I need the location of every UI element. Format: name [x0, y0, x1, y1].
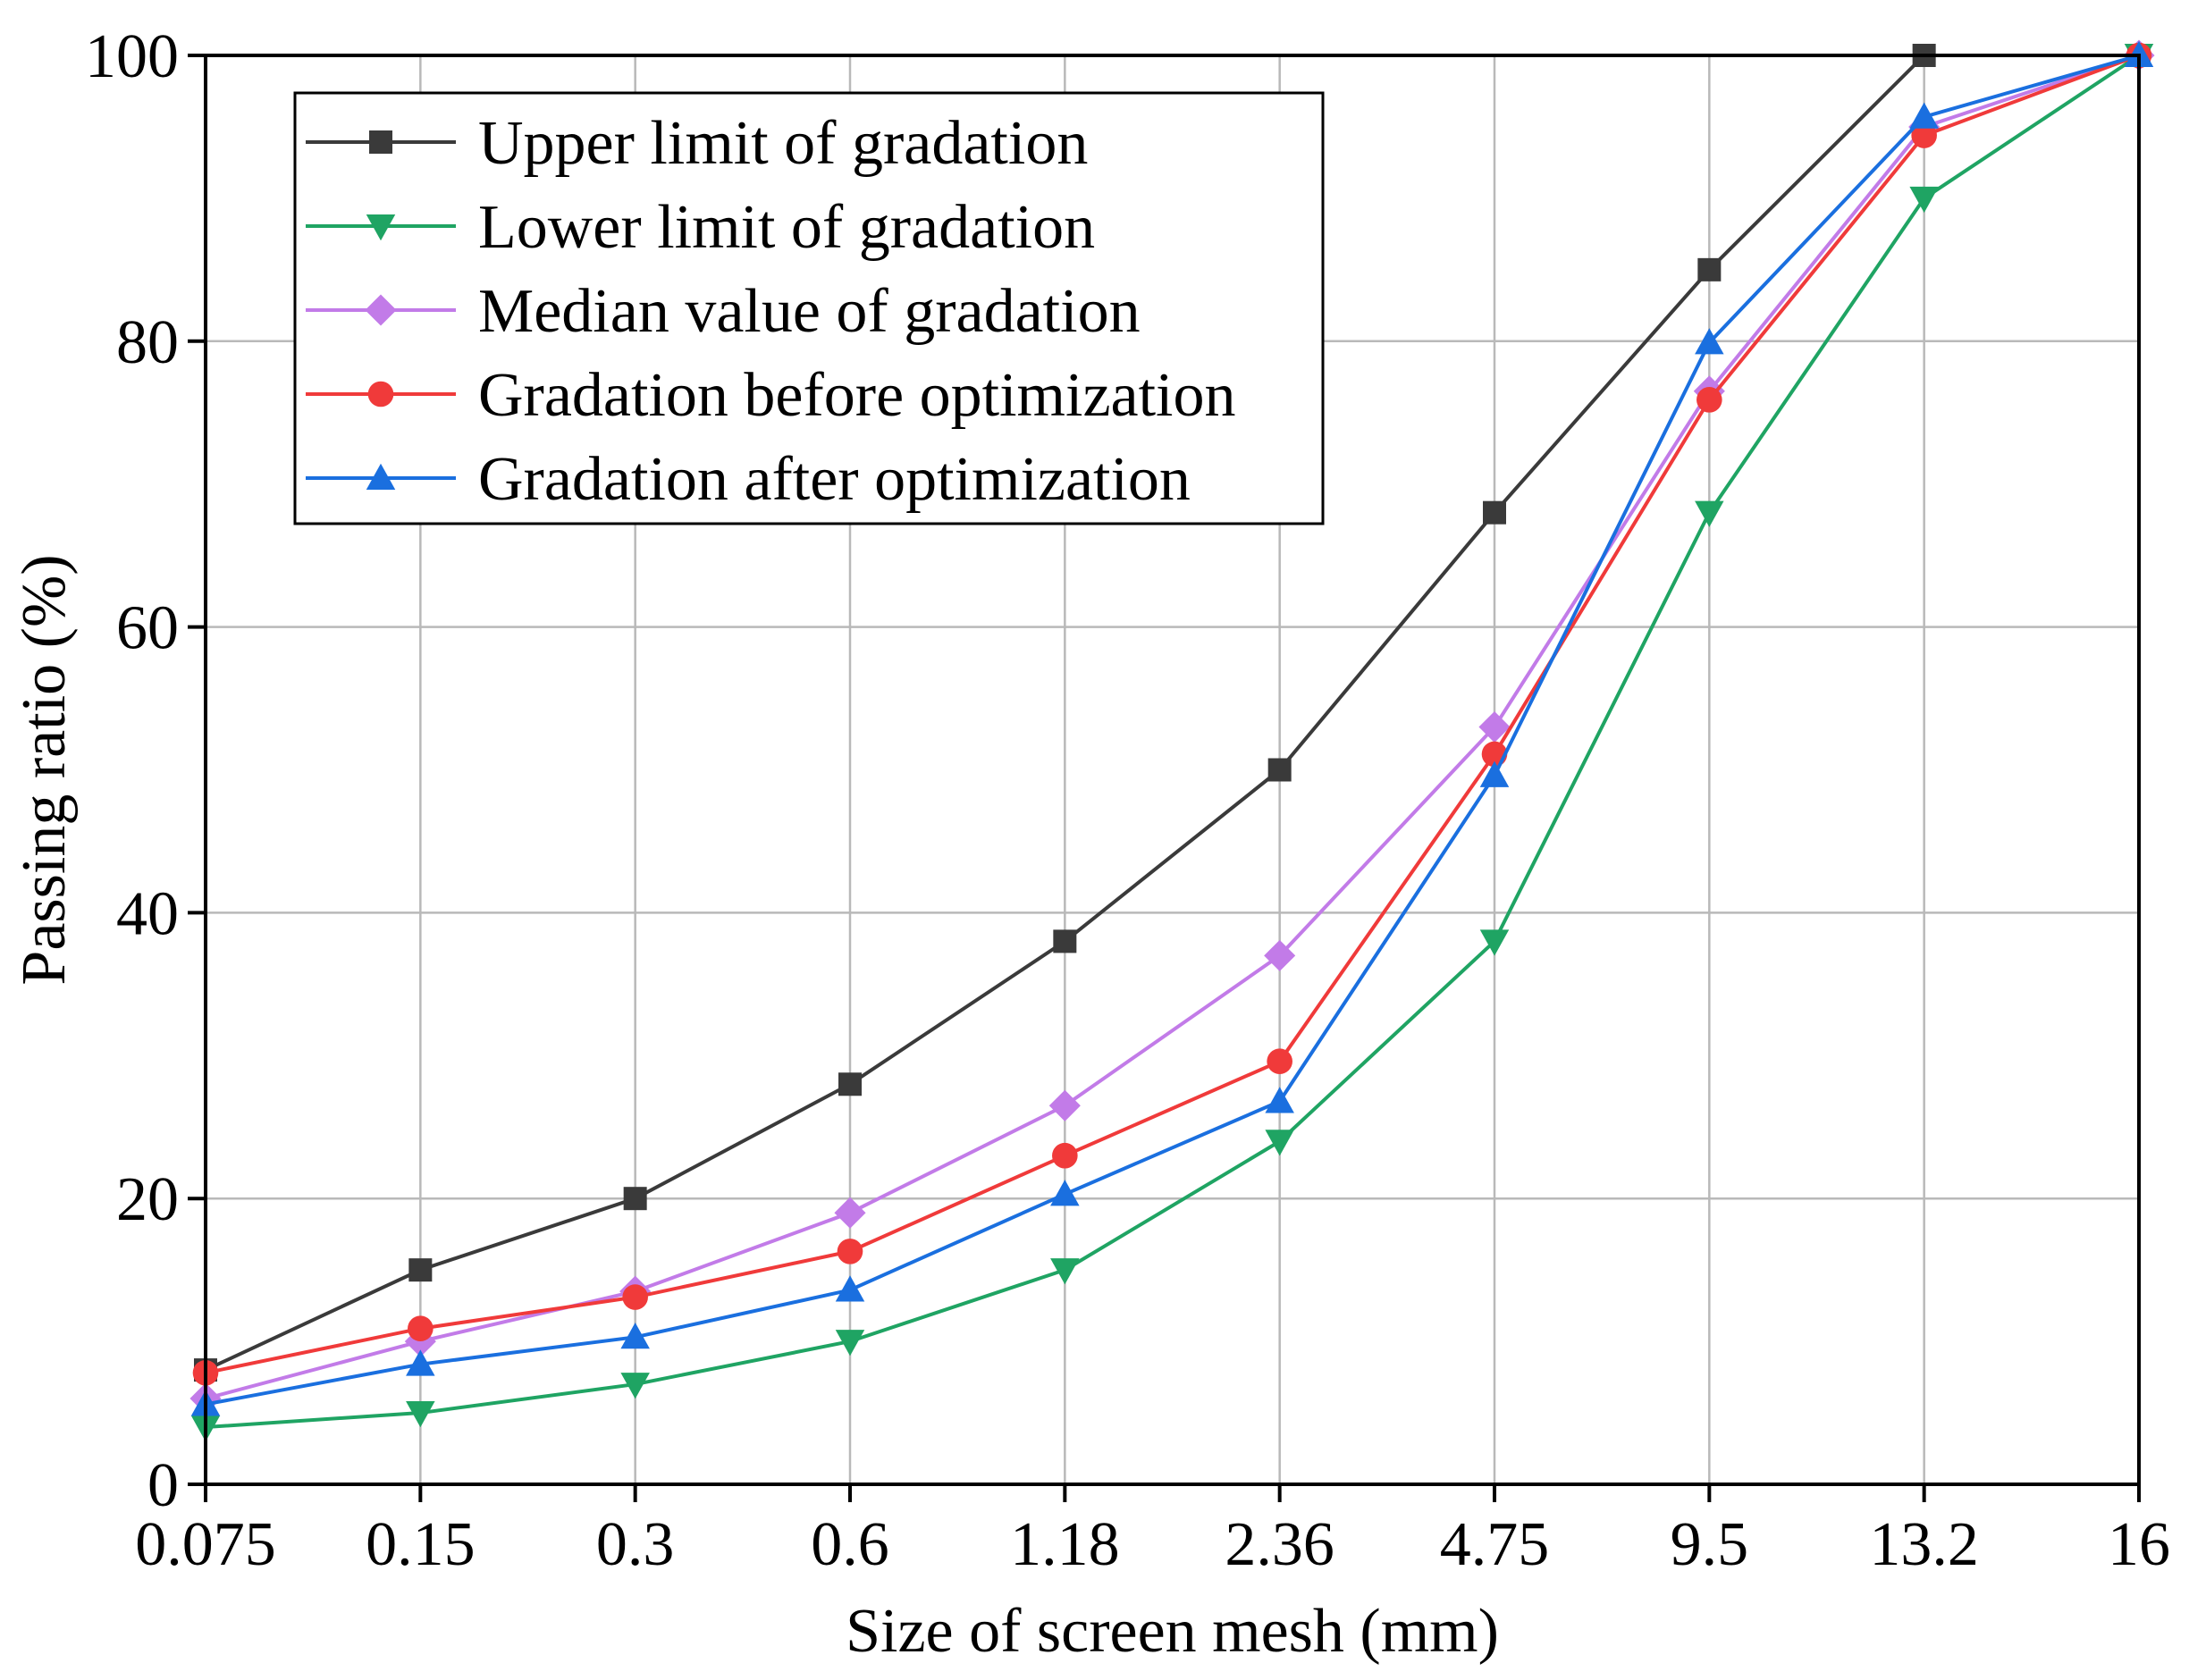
legend-label: Lower limit of gradation [478, 193, 1095, 262]
legend-entry: Gradation after optimization [306, 445, 1191, 514]
axis-ticks: 0.075 0.15 0.3 0.6 1.18 2.36 4.75 9.5 13.2 16 0 20 4… [85, 22, 2170, 1579]
x-tick-label: 0.6 [811, 1510, 889, 1579]
y-tick-label: 20 [116, 1165, 179, 1234]
series-line [205, 54, 2140, 1407]
series-line [205, 54, 2140, 1375]
data-point-triangle-up [406, 1349, 435, 1376]
legend-entry: Upper limit of gradation [306, 109, 1088, 178]
y-tick-label: 100 [85, 22, 179, 91]
data-point-square [1267, 758, 1292, 782]
legend: Upper limit of gradation Lower limit of g… [293, 91, 1325, 525]
y-axis-label: Passing ratio (%) [10, 554, 79, 985]
legend-entry: Lower limit of gradation [306, 193, 1095, 262]
data-point-triangle-up [1909, 102, 1939, 129]
legend-entry: Gradation before optimization [306, 361, 1236, 430]
y-tick-label: 80 [116, 308, 179, 377]
data-point-triangle-up [366, 463, 396, 490]
x-tick-label: 0.3 [596, 1510, 675, 1579]
data-point-diamond [1264, 939, 1296, 971]
data-point-square [623, 1187, 647, 1211]
data-point-square [408, 1258, 433, 1282]
data-point-square [1483, 500, 1506, 525]
x-tick-label: 9.5 [1671, 1510, 1749, 1579]
data-point-square [1697, 257, 1722, 281]
data-point-circle [1267, 1048, 1292, 1074]
data-point-triangle-up [1265, 1087, 1294, 1113]
data-point-triangle-down [620, 1373, 650, 1399]
series-line [205, 54, 2140, 1400]
data-point-circle [1696, 387, 1722, 413]
data-point-square [838, 1072, 862, 1096]
data-point-diamond [365, 294, 397, 326]
series-line [205, 54, 2141, 1430]
y-tick-label: 60 [116, 594, 179, 663]
data-point-circle [1052, 1142, 1078, 1169]
legend-label: Upper limit of gradation [478, 109, 1088, 178]
data-point-circle [622, 1284, 648, 1310]
x-tick-label: 0.15 [366, 1510, 476, 1579]
x-tick-label: 4.75 [1440, 1510, 1550, 1579]
x-tick-label: 2.36 [1225, 1510, 1334, 1579]
data-point-circle [367, 381, 394, 407]
y-tick-label: 0 [147, 1451, 179, 1520]
data-point-triangle-up [620, 1323, 650, 1349]
legend-label: Median value of gradation [478, 277, 1141, 346]
y-tick-label: 40 [116, 879, 179, 948]
data-point-circle [1911, 122, 1937, 148]
series-line [205, 54, 2139, 1372]
data-point-triangle-up [835, 1275, 865, 1302]
data-point-triangle-down [835, 1330, 865, 1357]
legend-entry: Median value of gradation [306, 277, 1141, 346]
plot-frame [204, 54, 2141, 1486]
series-4 [190, 40, 2154, 1416]
x-tick-label: 13.2 [1869, 1510, 1979, 1579]
data-point-triangle-up [1695, 328, 1724, 355]
legend-label: Gradation before optimization [478, 361, 1236, 430]
data-point-triangle-down [1909, 186, 1939, 214]
series-layer [189, 39, 2155, 1442]
x-tick-label: 16 [2108, 1510, 2170, 1579]
data-point-square [1053, 929, 1077, 953]
data-point-diamond [834, 1197, 866, 1229]
data-point-triangle-down [1265, 1130, 1294, 1156]
data-point-square [369, 130, 392, 154]
legend-label: Gradation after optimization [478, 445, 1191, 514]
data-point-triangle-down [366, 214, 396, 241]
data-point-triangle-up [1050, 1180, 1080, 1206]
data-point-triangle-up [1479, 760, 1510, 787]
x-tick-label: 0.075 [135, 1510, 276, 1579]
data-point-diamond [1478, 710, 1511, 743]
data-point-triangle-down [1050, 1258, 1080, 1285]
data-point-triangle-down [1479, 929, 1510, 956]
data-point-circle [408, 1315, 434, 1342]
data-point-triangle-down [406, 1401, 435, 1428]
x-axis-label: Size of screen mesh (mm) [846, 1597, 1499, 1666]
x-tick-label: 1.18 [1010, 1510, 1120, 1579]
data-point-diamond [1048, 1089, 1081, 1121]
legend-box [293, 91, 1325, 525]
data-point-circle [837, 1239, 863, 1264]
data-point-triangle-down [1695, 500, 1724, 527]
